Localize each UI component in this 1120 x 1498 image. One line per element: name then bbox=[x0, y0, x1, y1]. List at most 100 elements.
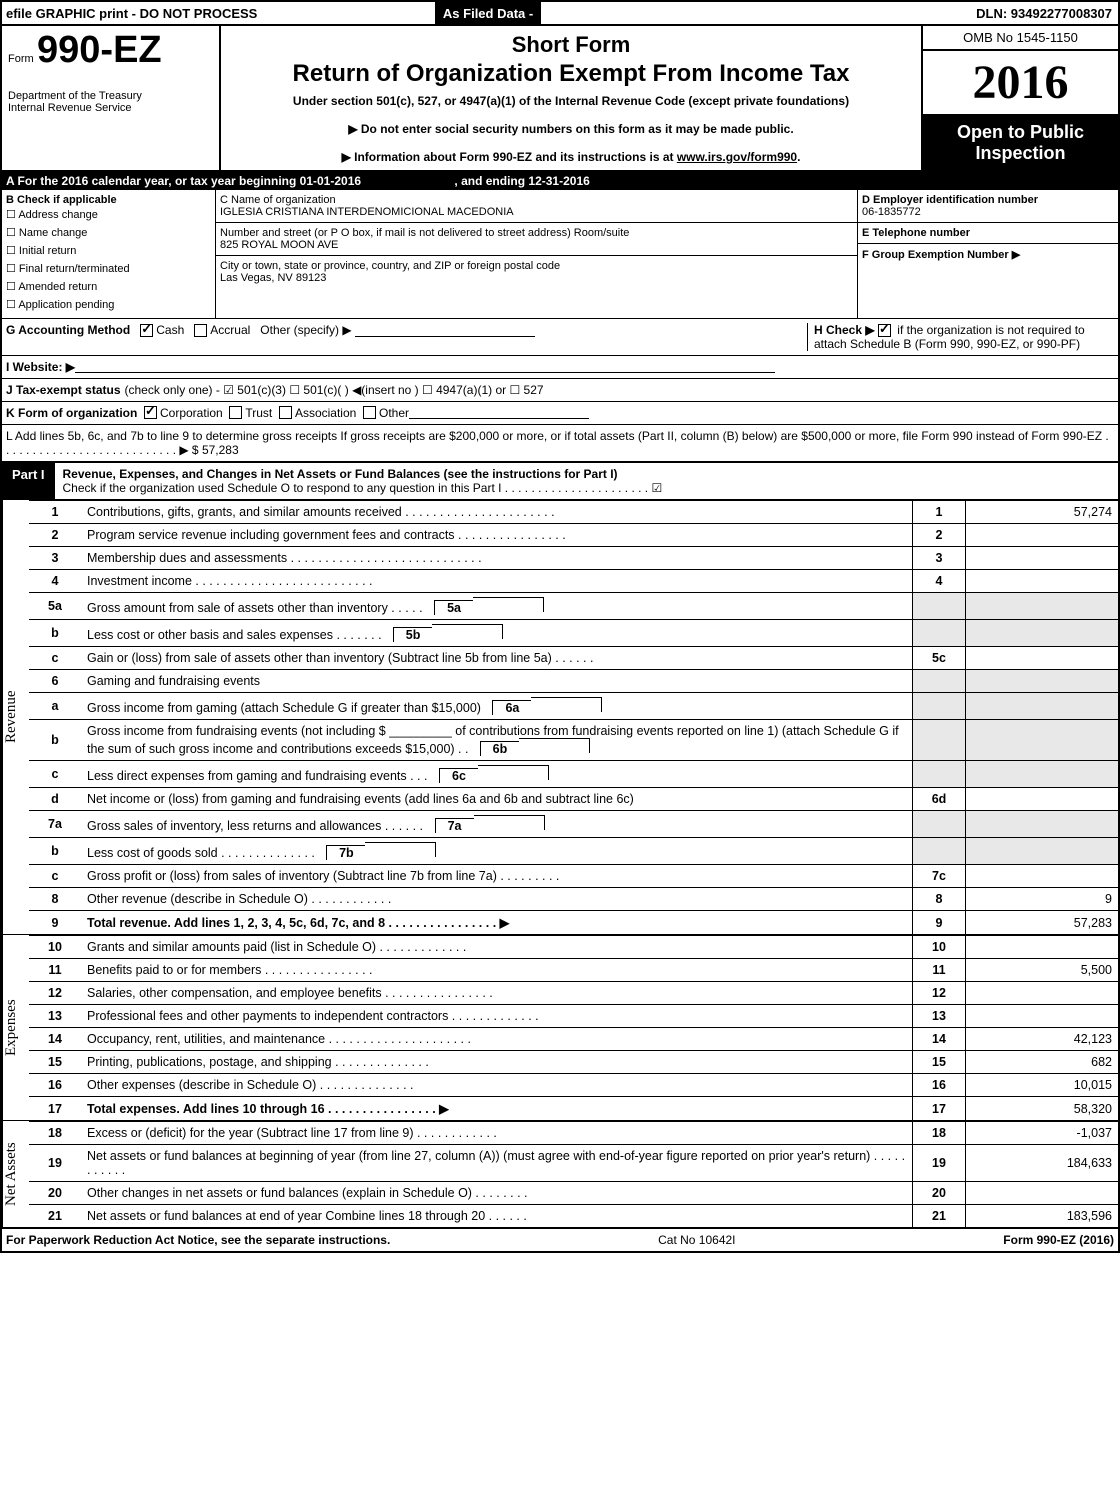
note-info-text: ▶ Information about Form 990-EZ and its … bbox=[342, 150, 677, 164]
section-b: B Check if applicable ☐ Address change ☐… bbox=[2, 190, 216, 318]
side-netassets: Net Assets bbox=[2, 1121, 29, 1227]
chk-pending[interactable]: ☐ Application pending bbox=[6, 296, 211, 314]
footer: For Paperwork Reduction Act Notice, see … bbox=[2, 1227, 1118, 1251]
ein: 06-1835772 bbox=[862, 206, 921, 218]
form-number: 990-EZ bbox=[37, 29, 162, 71]
street-label: Number and street (or P O box, if mail i… bbox=[220, 227, 629, 239]
foot-mid: Cat No 10642I bbox=[658, 1233, 735, 1247]
note-info: ▶ Information about Form 990-EZ and its … bbox=[231, 150, 911, 164]
section-def: D Employer identification number 06-1835… bbox=[857, 190, 1118, 318]
omb-no: OMB No 1545-1150 bbox=[923, 26, 1118, 51]
chk-name[interactable]: ☐ Name change bbox=[6, 224, 211, 242]
line-13: 13Professional fees and other payments t… bbox=[29, 1005, 1118, 1028]
group-exempt: F Group Exemption Number ▶ bbox=[862, 249, 1020, 261]
city-label: City or town, state or province, country… bbox=[220, 260, 560, 272]
phone-label: E Telephone number bbox=[862, 227, 970, 239]
line-19: 19Net assets or fund balances at beginni… bbox=[29, 1145, 1118, 1182]
line-18: 18Excess or (deficit) for the year (Subt… bbox=[29, 1122, 1118, 1145]
city: Las Vegas, NV 89123 bbox=[220, 272, 326, 284]
g-h-row: G Accounting Method Cash Accrual Other (… bbox=[2, 319, 1118, 356]
part1-check: Check if the organization used Schedule … bbox=[63, 481, 663, 495]
l-receipts: L Add lines 5b, 6c, and 7b to line 9 to … bbox=[2, 425, 1118, 462]
b-label: B Check if applicable bbox=[6, 194, 117, 206]
form-990ez: efile GRAPHIC print - DO NOT PROCESS As … bbox=[0, 0, 1120, 1253]
line-5a: 5aGross amount from sale of assets other… bbox=[29, 593, 1118, 620]
note-ssn: ▶ Do not enter social security numbers o… bbox=[231, 122, 911, 136]
line-15: 15Printing, publications, postage, and s… bbox=[29, 1051, 1118, 1074]
line-6d: dNet income or (loss) from gaming and fu… bbox=[29, 788, 1118, 811]
part1-title: Revenue, Expenses, and Changes in Net As… bbox=[63, 467, 618, 481]
side-revenue: Revenue bbox=[2, 500, 29, 934]
line-20: 20Other changes in net assets or fund ba… bbox=[29, 1182, 1118, 1205]
line-5c: cGain or (loss) from sale of assets othe… bbox=[29, 647, 1118, 670]
line-16: 16Other expenses (describe in Schedule O… bbox=[29, 1074, 1118, 1097]
header: Form 990-EZ Department of the Treasury I… bbox=[2, 26, 1118, 172]
line-7c: cGross profit or (loss) from sales of in… bbox=[29, 865, 1118, 888]
i-website: I Website: ▶ bbox=[2, 356, 1118, 379]
top-bar: efile GRAPHIC print - DO NOT PROCESS As … bbox=[2, 2, 1118, 26]
expense-block: Expenses 10Grants and similar amounts pa… bbox=[2, 934, 1118, 1120]
org-name: IGLESIA CRISTIANA INTERDENOMICIONAL MACE… bbox=[220, 206, 514, 218]
line-9: 9Total revenue. Add lines 1, 2, 3, 4, 5c… bbox=[29, 911, 1118, 935]
tax-year: 2016 bbox=[923, 51, 1118, 116]
line-1: 1Contributions, gifts, grants, and simil… bbox=[29, 501, 1118, 524]
public-inspection: Open to Public Inspection bbox=[923, 116, 1118, 170]
chk-h[interactable] bbox=[878, 324, 891, 337]
line-7a: 7aGross sales of inventory, less returns… bbox=[29, 811, 1118, 838]
line-6a: aGross income from gaming (attach Schedu… bbox=[29, 693, 1118, 720]
ein-label: D Employer identification number bbox=[862, 194, 1038, 206]
irs-link[interactable]: www.irs.gov/form990 bbox=[677, 150, 797, 164]
line-2: 2Program service revenue including gover… bbox=[29, 524, 1118, 547]
line-17: 17Total expenses. Add lines 10 through 1… bbox=[29, 1097, 1118, 1121]
line-5b: bLess cost or other basis and sales expe… bbox=[29, 620, 1118, 647]
short-form: Short Form bbox=[231, 32, 911, 58]
chk-assoc[interactable] bbox=[279, 406, 292, 419]
netassets-block: Net Assets 18Excess or (deficit) for the… bbox=[2, 1120, 1118, 1227]
chk-address[interactable]: ☐ Address change bbox=[6, 206, 211, 224]
chk-other[interactable] bbox=[363, 406, 376, 419]
dept-label: Department of the Treasury Internal Reve… bbox=[8, 90, 213, 114]
form-prefix: Form bbox=[8, 53, 34, 65]
revenue-block: Revenue 1Contributions, gifts, grants, a… bbox=[2, 500, 1118, 934]
line-6: 6Gaming and fundraising events bbox=[29, 670, 1118, 693]
asfiled-label: As Filed Data - bbox=[435, 2, 541, 24]
g-label: G Accounting Method bbox=[6, 323, 130, 337]
line-11: 11Benefits paid to or for members . . . … bbox=[29, 959, 1118, 982]
line-3: 3Membership dues and assessments . . . .… bbox=[29, 547, 1118, 570]
chk-cash[interactable] bbox=[140, 324, 153, 337]
line-7b: bLess cost of goods sold . . . . . . . .… bbox=[29, 838, 1118, 865]
cal-year-start: A For the 2016 calendar year, or tax yea… bbox=[6, 174, 361, 188]
part1-tab: Part I bbox=[2, 463, 55, 499]
side-expenses: Expenses bbox=[2, 935, 29, 1120]
info-block: B Check if applicable ☐ Address change ☐… bbox=[2, 190, 1118, 319]
form-title: Return of Organization Exempt From Incom… bbox=[231, 60, 911, 88]
line-4: 4Investment income . . . . . . . . . . .… bbox=[29, 570, 1118, 593]
dln-label: DLN: 93492277008307 bbox=[970, 2, 1118, 24]
efile-label: efile GRAPHIC print - DO NOT PROCESS bbox=[2, 2, 435, 24]
line-21: 21Net assets or fund balances at end of … bbox=[29, 1205, 1118, 1228]
line-10: 10Grants and similar amounts paid (list … bbox=[29, 936, 1118, 959]
h-label: H Check ▶ bbox=[814, 323, 875, 337]
line-6b: bGross income from fundraising events (n… bbox=[29, 720, 1118, 761]
under-section: Under section 501(c), 527, or 4947(a)(1)… bbox=[231, 94, 911, 108]
section-c: C Name of organization IGLESIA CRISTIANA… bbox=[216, 190, 857, 318]
chk-corp[interactable] bbox=[144, 406, 157, 419]
chk-amended[interactable]: ☐ Amended return bbox=[6, 278, 211, 296]
foot-left: For Paperwork Reduction Act Notice, see … bbox=[6, 1233, 390, 1247]
line-14: 14Occupancy, rent, utilities, and mainte… bbox=[29, 1028, 1118, 1051]
chk-initial[interactable]: ☐ Initial return bbox=[6, 242, 211, 260]
chk-trust[interactable] bbox=[229, 406, 242, 419]
street: 825 ROYAL MOON AVE bbox=[220, 239, 338, 251]
line-12: 12Salaries, other compensation, and empl… bbox=[29, 982, 1118, 1005]
chk-final[interactable]: ☐ Final return/terminated bbox=[6, 260, 211, 278]
j-status: J Tax-exempt status(check only one) - ☑ … bbox=[2, 379, 1118, 402]
section-a: A For the 2016 calendar year, or tax yea… bbox=[2, 172, 1118, 190]
line-8: 8Other revenue (describe in Schedule O) … bbox=[29, 888, 1118, 911]
cal-year-end: , and ending 12-31-2016 bbox=[454, 174, 589, 188]
g-other: Other (specify) ▶ bbox=[260, 323, 351, 337]
foot-right: Form 990-EZ (2016) bbox=[1003, 1233, 1114, 1247]
k-org: K Form of organization Corporation Trust… bbox=[2, 402, 1118, 425]
c-label: C Name of organization bbox=[220, 194, 336, 206]
chk-accrual[interactable] bbox=[194, 324, 207, 337]
part1-header: Part I Revenue, Expenses, and Changes in… bbox=[2, 462, 1118, 500]
